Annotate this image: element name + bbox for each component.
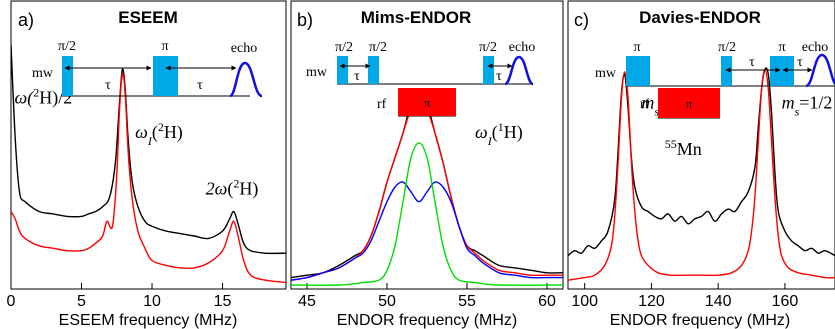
pulse-2-c [721, 56, 732, 86]
pulse-label-p2-b: π/2 [369, 40, 387, 55]
x-tick-label: 15 [214, 293, 232, 310]
plot-frame-a [10, 0, 287, 290]
tau-label-2-a: τ [197, 78, 203, 93]
rf-pulse-label-c: π [686, 96, 693, 111]
rf-label-c: rf [640, 97, 650, 112]
rf-label-b: rf [377, 97, 387, 112]
series-line-b-1 [291, 90, 563, 281]
x-tick-label: 60 [538, 293, 556, 310]
pulse-label-p1-b: π/2 [335, 40, 353, 55]
pulse-1-b [337, 56, 348, 84]
pulse-label-p3-c: π [778, 40, 785, 55]
series-line-b-2 [291, 181, 563, 281]
panel-label-a: a) [18, 10, 34, 30]
x-tick-label: 50 [378, 293, 396, 310]
panel-title-a: ESEEM [118, 8, 178, 27]
pulse-2-b [368, 56, 379, 84]
panel-mims-endor: b) Mims-ENDOR ENDOR frequency (MHz) 45 50… [290, 0, 564, 329]
mw-label-b: mw [306, 65, 328, 80]
pulse-sequence-davies: mw π π/2 π echo τ τ rf π [595, 40, 835, 119]
panel-title-c: Davies-ENDOR [639, 8, 761, 27]
series-group-a [11, 44, 286, 284]
pulse-label-p3-b: π/2 [479, 40, 497, 55]
series-group-c [568, 67, 835, 281]
pulse-label-p2-a: π [161, 39, 168, 54]
echo-shape-b [504, 55, 534, 86]
x-ticks-b: 45 50 55 60 [298, 283, 556, 310]
x-ticks-a: 0 5 10 15 [7, 283, 232, 310]
pulse-pi2-a [62, 56, 73, 96]
panel-eseem: a) ESEEM ESEEM frequency (MHz) 0 5 10 15 ω(… [7, 0, 287, 329]
pulse-sequence-eseem: mw π/2 π echo τ τ [32, 39, 263, 98]
pulse-pi-a [153, 56, 178, 96]
pulse-label-p1-c: π [633, 40, 640, 55]
panel-label-b: b) [297, 10, 313, 30]
annotation-c-mn: 55Mn [665, 137, 702, 159]
annotations-a: ω(2H)/2ωI(2H)2ω(2H) [15, 86, 259, 200]
rf-pulse-c [658, 88, 720, 118]
series-group-b [291, 88, 563, 286]
x-tick-label: 140 [705, 293, 732, 310]
tau-label-2-b: τ [496, 69, 502, 84]
echo-shape-a [229, 61, 263, 98]
annotation-a-two-omega: 2ω(2H) [206, 176, 259, 199]
mw-label-a: mw [32, 66, 54, 81]
annotation-b-omega-i: ωI(1H) [475, 120, 523, 148]
panel-title-b: Mims-ENDOR [361, 8, 472, 27]
mw-label-c: mw [595, 66, 617, 81]
series-line-b-3 [291, 142, 563, 286]
echo-shape-c [805, 53, 835, 88]
plot-frame-b [290, 0, 564, 290]
x-tick-label: 45 [298, 293, 316, 310]
echo-label-a: echo [231, 41, 257, 56]
pulse-3-b [483, 56, 494, 84]
series-line-b-0 [291, 88, 563, 279]
x-tick-label: 10 [143, 293, 161, 310]
annotation-a-omega-i: ωI(2H) [135, 120, 183, 148]
rf-pulse-label-b: π [424, 95, 431, 110]
series-line-a-1 [11, 73, 286, 284]
panel-label-c: c) [574, 10, 589, 30]
tau-label-1-b: τ [354, 69, 360, 84]
x-tick-label: 55 [458, 293, 476, 310]
series-line-c-1 [568, 68, 835, 281]
pulse-label-p2-c: π/2 [718, 40, 736, 55]
x-tick-label: 160 [772, 293, 799, 310]
x-tick-label: 5 [77, 293, 86, 310]
tau-label-1-a: τ [105, 78, 111, 93]
echo-label-b: echo [509, 40, 535, 55]
rf-pulse-b [398, 88, 456, 116]
annotations-b: ωI(1H) [475, 120, 523, 148]
x-tick-label: 0 [7, 293, 16, 310]
x-tick-label: 100 [571, 293, 598, 310]
x-tick-label: 120 [638, 293, 665, 310]
x-axis-label-a: ESEEM frequency (MHz) [59, 312, 238, 329]
x-ticks-c: 100 120 140 160 [571, 283, 798, 310]
x-axis-label-b: ENDOR frequency (MHz) [337, 312, 517, 329]
pulse-label-p1-a: π/2 [58, 39, 76, 54]
panel-davies-endor: c) Davies-ENDOR ENDOR frequency (MHz) 10… [567, 0, 835, 329]
pulse-sequence-mims: mw π/2 π/2 π/2 echo τ τ rf π [306, 40, 535, 117]
annotation-c-ms-pos: ms=1/2 [782, 93, 833, 119]
pulse-1-c [626, 56, 650, 86]
tau-label-2-c: τ [797, 55, 803, 70]
echo-label-c: echo [802, 40, 828, 55]
pulse-3-c [770, 56, 794, 86]
tau-label-1-c: τ [749, 55, 755, 70]
plot-frame-c [567, 0, 835, 290]
x-axis-label-c: ENDOR frequency (MHz) [610, 312, 790, 329]
